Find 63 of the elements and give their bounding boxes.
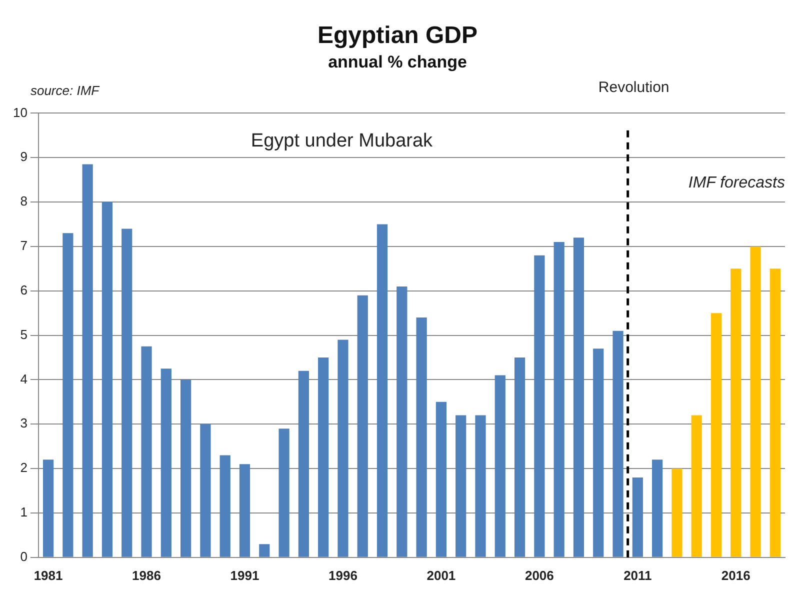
bar [42,460,54,557]
bar [456,415,466,557]
bar [259,544,270,557]
bar [534,255,545,557]
bar [338,340,348,557]
bar [691,415,702,557]
x-tick-label: 1981 [34,568,63,583]
y-tick-label: 10 [12,104,28,120]
bar [573,238,584,557]
x-tick-label: 1996 [328,568,358,583]
bar [475,415,486,557]
bar [514,358,526,557]
bar [141,346,152,557]
bar [180,380,192,557]
x-tick-label: 2011 [624,568,652,583]
bar [102,202,113,557]
bar [396,286,408,557]
bar [710,313,722,557]
chart-subtitle: annual % change [328,52,467,72]
bar [239,464,250,557]
x-tick-label: 1991 [230,568,260,583]
bar [632,477,643,557]
bar [554,242,564,557]
bar [730,268,742,557]
bar [357,295,368,557]
bar [494,375,506,557]
bar [278,428,290,557]
y-tick-label: 5 [20,326,28,342]
bar [612,330,624,557]
bar [220,455,230,557]
bar [770,268,780,557]
y-tick-label: 4 [20,371,28,386]
y-tick-label: 9 [20,149,28,164]
y-tick-label: 3 [20,416,28,431]
bar [750,246,761,557]
chart-title: Egyptian GDP [317,22,478,50]
x-tick-label: 1986 [132,568,161,583]
y-tick-label: 6 [20,282,28,298]
y-tick-label: 0 [20,548,28,564]
y-tick-label: 7 [20,238,28,254]
bar [160,368,172,557]
bar [416,318,427,557]
bar [62,233,74,557]
y-tick-label: 8 [20,194,28,209]
x-tick-label: 2016 [721,568,750,583]
bar [376,224,388,557]
y-tick-label: 2 [20,460,28,476]
bar [298,370,309,557]
annotation: IMF forecasts [688,174,785,192]
bar [652,460,663,557]
bar [82,164,93,557]
bar [200,424,211,557]
ref-line-label: Revolution [598,78,670,96]
x-tick-label: 2001 [426,568,456,583]
bar [122,228,132,557]
annotation: Egypt under Mubarak [250,130,434,152]
bar [318,358,329,557]
bar [672,468,682,557]
y-tick-label: 1 [20,504,28,520]
bar [593,348,604,557]
bar [436,402,447,557]
source-note: source: IMF [30,82,100,98]
x-tick-label: 2006 [524,568,554,583]
